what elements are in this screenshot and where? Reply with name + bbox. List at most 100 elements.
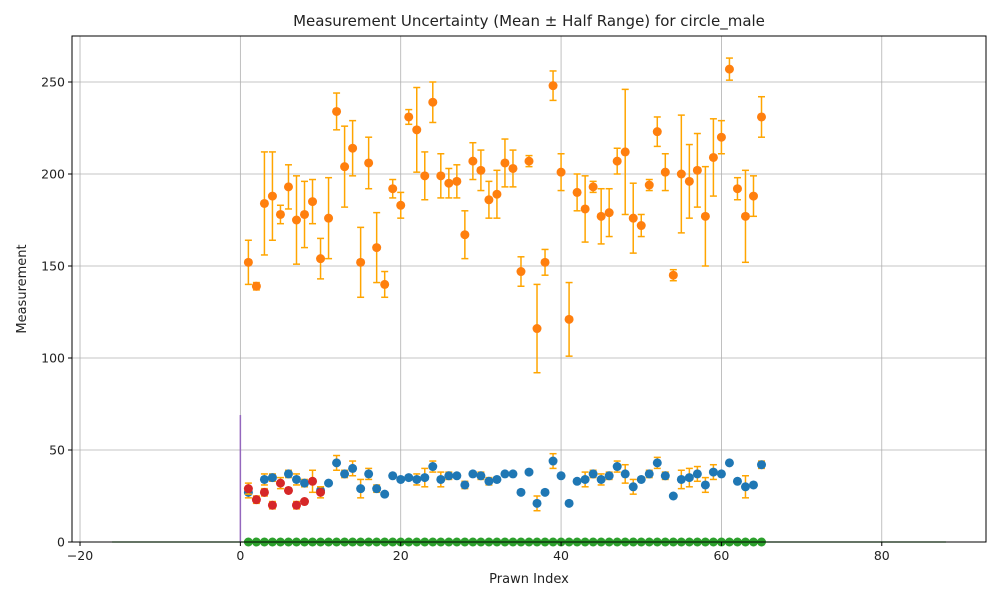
data-point-middle xyxy=(588,469,598,479)
data-point-upper xyxy=(732,184,742,194)
data-point-middle xyxy=(508,469,518,479)
data-point-upper xyxy=(460,230,470,240)
data-point-middle xyxy=(332,458,342,468)
data-point-upper xyxy=(267,191,277,201)
data-point-middle xyxy=(468,469,478,479)
x-axis-label: Prawn Index xyxy=(489,572,569,587)
data-point-upper xyxy=(524,156,534,166)
data-point-upper xyxy=(508,163,518,173)
data-point-upper xyxy=(259,198,269,208)
data-point-middle xyxy=(436,474,446,484)
data-point-upper xyxy=(628,213,638,223)
data-point-upper xyxy=(308,197,318,207)
axes-frame xyxy=(71,35,987,543)
data-point-upper xyxy=(388,184,398,194)
data-point-red xyxy=(259,487,269,497)
y-tick-label: 50 xyxy=(49,443,65,458)
data-point-upper xyxy=(420,171,430,181)
y-tick-label: 100 xyxy=(41,351,65,366)
data-point-middle xyxy=(324,478,334,488)
chart-title: Measurement Uncertainty (Mean ± Half Ran… xyxy=(293,12,765,31)
data-point-upper xyxy=(500,158,510,168)
data-point-middle xyxy=(267,473,277,483)
data-point-red xyxy=(291,500,301,510)
data-point-upper xyxy=(724,64,734,74)
data-point-middle xyxy=(684,473,694,483)
data-point-middle xyxy=(420,473,430,483)
grid-layer xyxy=(72,36,986,543)
data-point-middle xyxy=(388,471,398,481)
data-point-middle xyxy=(348,463,358,473)
data-point-upper xyxy=(428,97,438,107)
data-point-upper xyxy=(572,187,582,197)
data-point-middle xyxy=(676,474,686,484)
data-point-middle xyxy=(732,476,742,486)
x-tick-label: 40 xyxy=(553,548,569,563)
data-point-upper xyxy=(348,143,358,153)
x-tick-label: 60 xyxy=(713,548,729,563)
data-point-middle xyxy=(596,474,606,484)
data-point-middle xyxy=(604,471,614,481)
data-point-upper xyxy=(380,279,390,289)
data-point-middle xyxy=(628,482,638,492)
data-point-middle xyxy=(660,471,670,481)
data-point-middle xyxy=(708,467,718,477)
data-point-upper xyxy=(716,132,726,142)
data-point-middle xyxy=(476,471,486,481)
data-point-upper xyxy=(684,176,694,186)
data-point-upper xyxy=(372,243,382,253)
data-point-upper xyxy=(757,112,767,122)
data-point-middle xyxy=(532,498,542,508)
data-point-middle xyxy=(524,467,534,477)
data-point-middle xyxy=(572,476,582,486)
data-point-upper xyxy=(668,270,678,280)
data-point-middle xyxy=(259,474,269,484)
data-point-upper xyxy=(596,211,606,221)
data-point-upper xyxy=(644,180,654,190)
data-point-middle xyxy=(748,480,758,490)
data-point-middle xyxy=(428,462,438,472)
data-point-upper xyxy=(275,209,285,219)
data-point-middle xyxy=(300,478,310,488)
data-point-middle xyxy=(291,474,301,484)
data-point-upper xyxy=(251,281,261,291)
data-point-upper xyxy=(612,156,622,166)
data-point-red xyxy=(275,478,285,488)
data-point-upper xyxy=(700,211,710,221)
data-point-middle xyxy=(516,487,526,497)
data-point-middle xyxy=(692,469,702,479)
data-point-middle xyxy=(380,489,390,499)
data-point-middle xyxy=(404,473,414,483)
data-point-upper xyxy=(356,257,366,267)
data-point-upper xyxy=(492,189,502,199)
x-tick-label: 20 xyxy=(393,548,409,563)
data-point-middle xyxy=(500,469,510,479)
data-point-upper xyxy=(540,257,550,267)
data-point-upper xyxy=(516,267,526,277)
data-point-middle xyxy=(283,469,293,479)
data-point-upper xyxy=(476,165,486,175)
data-point-middle xyxy=(444,471,454,481)
y-axis-label: Measurement xyxy=(15,244,30,333)
data-point-middle xyxy=(644,469,654,479)
data-layer xyxy=(112,57,946,547)
y-tick-label: 0 xyxy=(57,535,65,550)
data-point-middle xyxy=(412,474,422,484)
data-point-upper xyxy=(740,211,750,221)
data-point-middle xyxy=(540,487,550,497)
data-point-middle xyxy=(757,460,767,470)
data-point-upper xyxy=(660,167,670,177)
data-point-upper xyxy=(468,156,478,166)
data-point-middle xyxy=(556,471,566,481)
data-point-middle xyxy=(484,476,494,486)
data-point-red xyxy=(283,485,293,495)
data-point-upper xyxy=(340,162,350,172)
data-point-red xyxy=(300,497,310,507)
data-point-upper xyxy=(652,127,662,137)
data-point-upper xyxy=(300,209,310,219)
data-point-upper xyxy=(444,178,454,188)
data-point-middle xyxy=(460,480,470,490)
data-point-red xyxy=(251,495,261,505)
